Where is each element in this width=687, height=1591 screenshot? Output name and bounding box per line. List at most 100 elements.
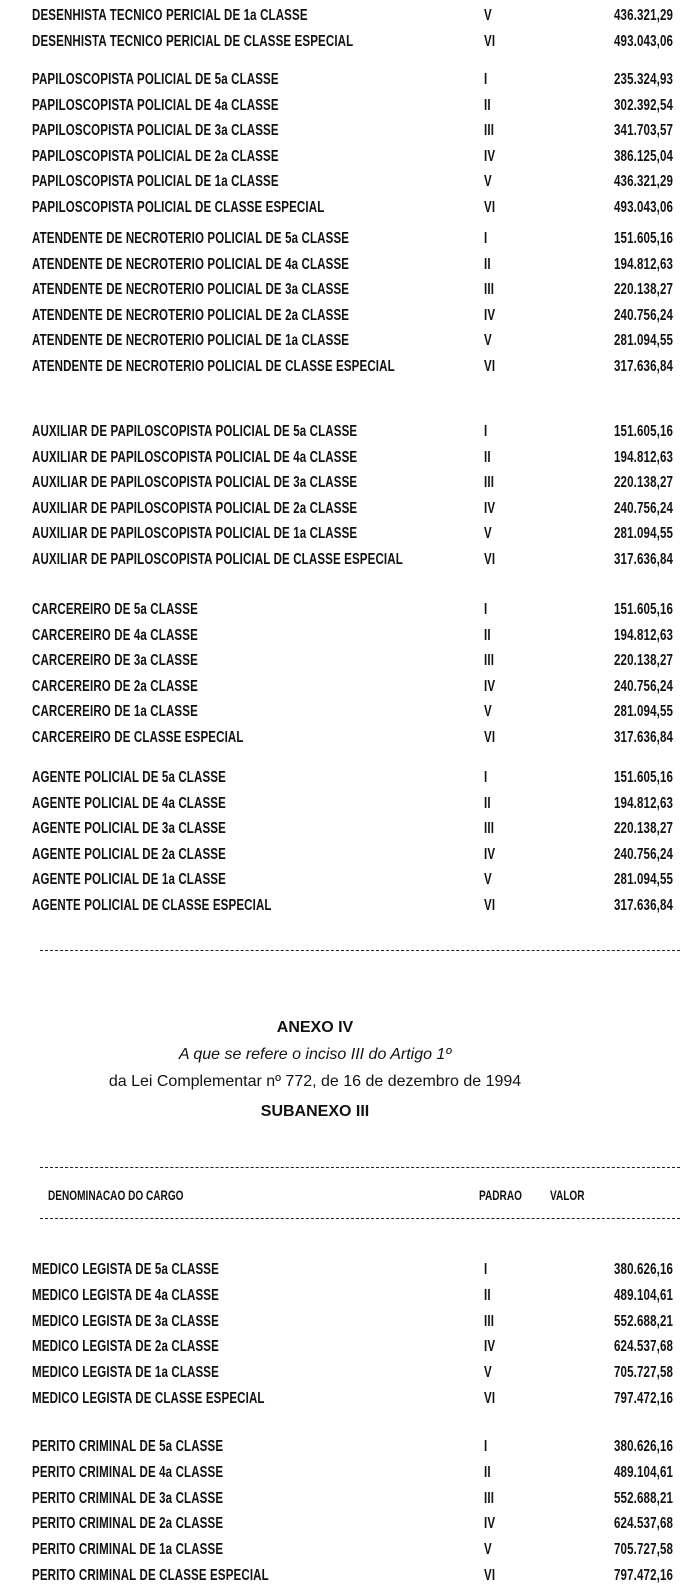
table-row: PERITO CRIMINAL DE 2a CLASSE IV 624.537,68 <box>0 1515 687 1533</box>
cargo-cell: MEDICO LEGISTA DE CLASSE ESPECIAL <box>32 1390 265 1407</box>
cargo-cell: PAPILOSCOPISTA POLICIAL DE 3a CLASSE <box>32 122 279 140</box>
table-row: ATENDENTE DE NECROTERIO POLICIAL DE CLAS… <box>0 358 687 376</box>
valor-cell: 552.688,21 <box>613 1312 673 1330</box>
padrao-cell: I <box>484 1438 488 1455</box>
cargo-cell: PAPILOSCOPISTA POLICIAL DE CLASSE ESPECI… <box>32 199 325 216</box>
padrao-cell: III <box>484 652 495 670</box>
cargo-cell: PERITO CRIMINAL DE CLASSE ESPECIAL <box>32 1567 269 1584</box>
table-row: MEDICO LEGISTA DE 4a CLASSE II 489.104,61 <box>0 1287 687 1305</box>
padrao-cell: III <box>484 820 495 838</box>
valor-cell: 235.324,93 <box>613 71 673 88</box>
padrao-cell: II <box>484 448 491 466</box>
header-divider-bottom <box>40 1218 680 1219</box>
padrao-cell: I <box>484 71 488 88</box>
table-row: AUXILIAR DE PAPILOSCOPISTA POLICIAL DE C… <box>0 551 687 569</box>
valor-cell: 151.605,16 <box>613 423 673 440</box>
padrao-cell: I <box>484 601 488 618</box>
valor-cell: 489.104,61 <box>613 1286 673 1304</box>
cargo-cell: PERITO CRIMINAL DE 4a CLASSE <box>32 1463 224 1481</box>
table-row: ATENDENTE DE NECROTERIO POLICIAL DE 1a C… <box>0 332 687 350</box>
valor-cell: 240.756,24 <box>613 499 673 517</box>
valor-cell: 380.626,16 <box>613 1438 673 1455</box>
padrao-cell: V <box>484 703 492 721</box>
cargo-cell: ATENDENTE DE NECROTERIO POLICIAL DE 2a C… <box>32 306 350 324</box>
valor-cell: 341.703,57 <box>613 122 673 140</box>
padrao-cell: VI <box>484 199 496 216</box>
valor-cell: 489.104,61 <box>613 1463 673 1481</box>
cargo-cell: PERITO CRIMINAL DE 5a CLASSE <box>32 1438 224 1455</box>
cargo-cell: CARCEREIRO DE 2a CLASSE <box>32 677 198 695</box>
annex-reference: A que se refere o inciso III do Artigo 1… <box>178 1046 452 1063</box>
table-row: DESENHISTA TECNICO PERICIAL DE CLASSE ES… <box>0 33 687 51</box>
valor-cell: 220.138,27 <box>613 652 673 670</box>
table-row: AUXILIAR DE PAPILOSCOPISTA POLICIAL DE 2… <box>0 500 687 518</box>
padrao-cell: V <box>484 1541 492 1559</box>
valor-cell: 194.812,63 <box>613 794 673 812</box>
cargo-cell: DESENHISTA TECNICO PERICIAL DE 1a CLASSE <box>32 7 308 24</box>
table-row: AGENTE POLICIAL DE 1a CLASSE V 281.094,55 <box>0 871 687 889</box>
cargo-cell: AGENTE POLICIAL DE CLASSE ESPECIAL <box>32 897 272 914</box>
valor-cell: 624.537,68 <box>613 1515 673 1533</box>
table-row: AUXILIAR DE PAPILOSCOPISTA POLICIAL DE 4… <box>0 449 687 467</box>
table-row: CARCEREIRO DE 3a CLASSE III 220.138,27 <box>0 652 687 670</box>
cargo-cell: PAPILOSCOPISTA POLICIAL DE 5a CLASSE <box>32 71 279 88</box>
padrao-cell: III <box>484 1312 495 1330</box>
table-row: ATENDENTE DE NECROTERIO POLICIAL DE 2a C… <box>0 307 687 325</box>
header-valor: VALOR <box>550 1187 585 1203</box>
table-row: PERITO CRIMINAL DE 4a CLASSE II 489.104,61 <box>0 1464 687 1482</box>
cargo-cell: AGENTE POLICIAL DE 5a CLASSE <box>32 769 226 786</box>
cargo-cell: AUXILIAR DE PAPILOSCOPISTA POLICIAL DE 5… <box>32 423 358 440</box>
table-row: CARCEREIRO DE CLASSE ESPECIAL VI 317.636,8… <box>0 729 687 747</box>
cargo-cell: MEDICO LEGISTA DE 5a CLASSE <box>32 1261 219 1278</box>
cargo-cell: ATENDENTE DE NECROTERIO POLICIAL DE 5a C… <box>32 230 350 247</box>
table-row: PAPILOSCOPISTA POLICIAL DE CLASSE ESPECI… <box>0 199 687 217</box>
cargo-cell: MEDICO LEGISTA DE 2a CLASSE <box>32 1338 219 1356</box>
valor-cell: 552.688,21 <box>613 1489 673 1507</box>
valor-cell: 797.472,16 <box>613 1567 673 1584</box>
valor-cell: 281.094,55 <box>613 525 673 543</box>
padrao-cell: V <box>484 332 492 350</box>
padrao-cell: I <box>484 1261 488 1278</box>
padrao-cell: IV <box>484 1338 496 1356</box>
header-padrao: PADRAO <box>479 1187 522 1203</box>
cargo-cell: CARCEREIRO DE CLASSE ESPECIAL <box>32 729 244 746</box>
table-row: AUXILIAR DE PAPILOSCOPISTA POLICIAL DE 3… <box>0 474 687 492</box>
valor-cell: 151.605,16 <box>613 601 673 618</box>
padrao-cell: V <box>484 525 492 543</box>
padrao-cell: I <box>484 769 488 786</box>
padrao-cell: VI <box>484 1390 496 1407</box>
padrao-cell: III <box>484 281 495 299</box>
padrao-cell: III <box>484 474 495 492</box>
table-row: CARCEREIRO DE 2a CLASSE IV 240.756,24 <box>0 678 687 696</box>
padrao-cell: VI <box>484 729 496 746</box>
valor-cell: 151.605,16 <box>613 230 673 247</box>
cargo-cell: AGENTE POLICIAL DE 3a CLASSE <box>32 820 226 838</box>
valor-cell: 151.605,16 <box>613 769 673 786</box>
padrao-cell: II <box>484 255 491 273</box>
cargo-cell: AUXILIAR DE PAPILOSCOPISTA POLICIAL DE 2… <box>32 499 358 517</box>
padrao-cell: IV <box>484 306 496 324</box>
cargo-cell: PERITO CRIMINAL DE 2a CLASSE <box>32 1515 224 1533</box>
cargo-cell: MEDICO LEGISTA DE 3a CLASSE <box>32 1312 219 1330</box>
table-row: MEDICO LEGISTA DE 2a CLASSE IV 624.537,68 <box>0 1338 687 1356</box>
padrao-cell: II <box>484 626 491 644</box>
table-row: MEDICO LEGISTA DE 5a CLASSE I 380.626,16 <box>0 1261 687 1279</box>
header-divider-top <box>40 1167 680 1168</box>
valor-cell: 194.812,63 <box>613 448 673 466</box>
cargo-cell: CARCEREIRO DE 1a CLASSE <box>32 703 198 721</box>
valor-cell: 705.727,58 <box>613 1541 673 1559</box>
padrao-cell: IV <box>484 677 496 695</box>
table-row: ATENDENTE DE NECROTERIO POLICIAL DE 3a C… <box>0 281 687 299</box>
valor-cell: 624.537,68 <box>613 1338 673 1356</box>
padrao-cell: II <box>484 1463 491 1481</box>
table-row: ATENDENTE DE NECROTERIO POLICIAL DE 5a C… <box>0 230 687 248</box>
padrao-cell: IV <box>484 147 496 165</box>
padrao-cell: II <box>484 1286 491 1304</box>
cargo-cell: PAPILOSCOPISTA POLICIAL DE 1a CLASSE <box>32 173 279 191</box>
valor-cell: 317.636,84 <box>613 358 673 375</box>
table-row: MEDICO LEGISTA DE CLASSE ESPECIAL VI 797.4… <box>0 1390 687 1408</box>
cargo-cell: DESENHISTA TECNICO PERICIAL DE CLASSE ES… <box>32 32 354 50</box>
padrao-cell: V <box>484 7 492 24</box>
padrao-cell: II <box>484 794 491 812</box>
padrao-cell: IV <box>484 1515 496 1533</box>
